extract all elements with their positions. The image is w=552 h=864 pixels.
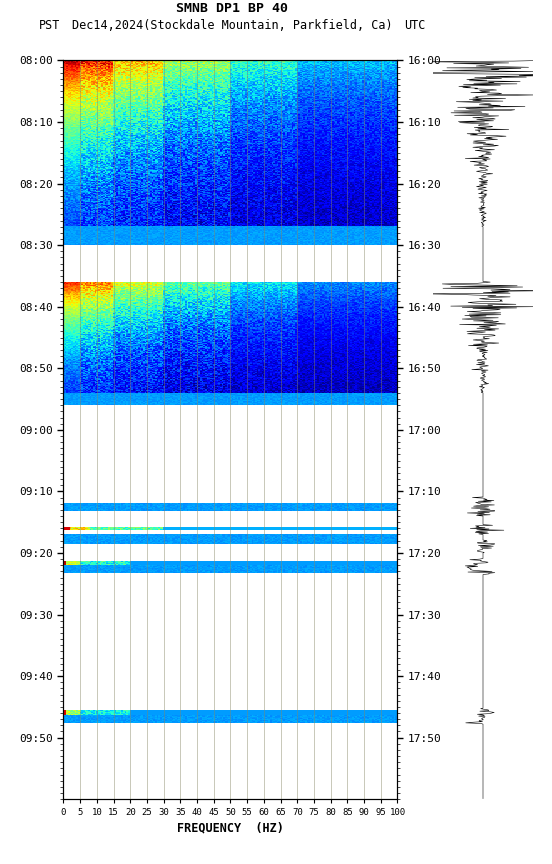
- Text: UTC: UTC: [404, 19, 425, 32]
- Text: Dec14,2024(Stockdale Mountain, Parkfield, Ca): Dec14,2024(Stockdale Mountain, Parkfield…: [72, 19, 392, 32]
- X-axis label: FREQUENCY  (HZ): FREQUENCY (HZ): [177, 822, 284, 835]
- Text: PST: PST: [39, 19, 60, 32]
- Text: SMNB DP1 BP 40: SMNB DP1 BP 40: [176, 3, 288, 16]
